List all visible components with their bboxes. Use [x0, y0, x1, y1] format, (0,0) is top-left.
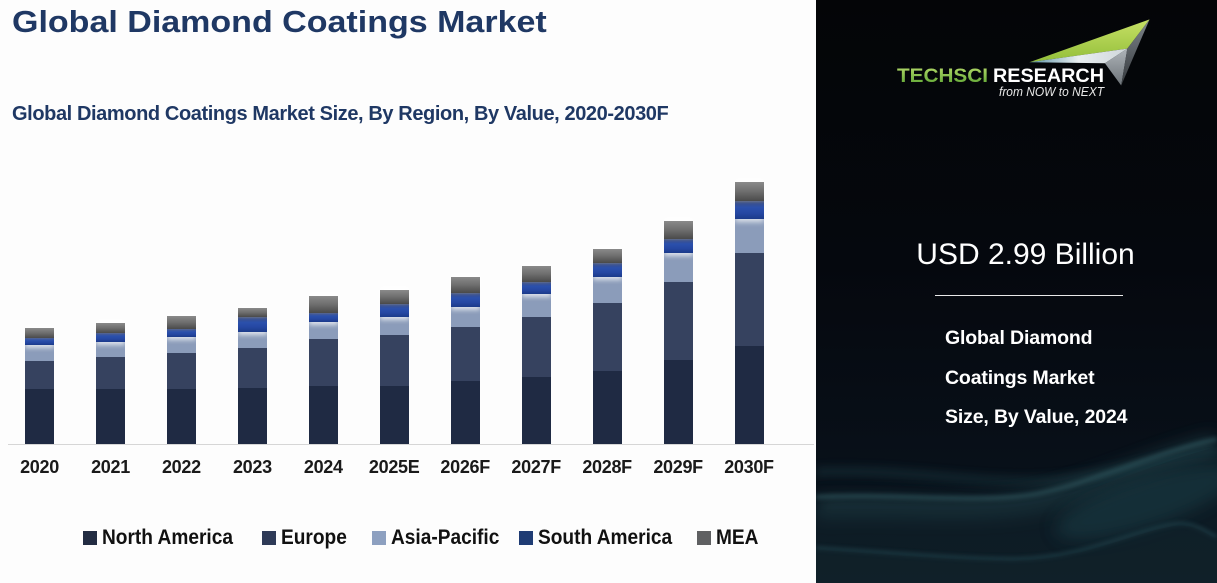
- svg-text:RESEARCH: RESEARCH: [993, 66, 1104, 87]
- svg-text:from NOW to NEXT: from NOW to NEXT: [999, 84, 1105, 99]
- svg-text:TECHSCI: TECHSCI: [897, 66, 988, 87]
